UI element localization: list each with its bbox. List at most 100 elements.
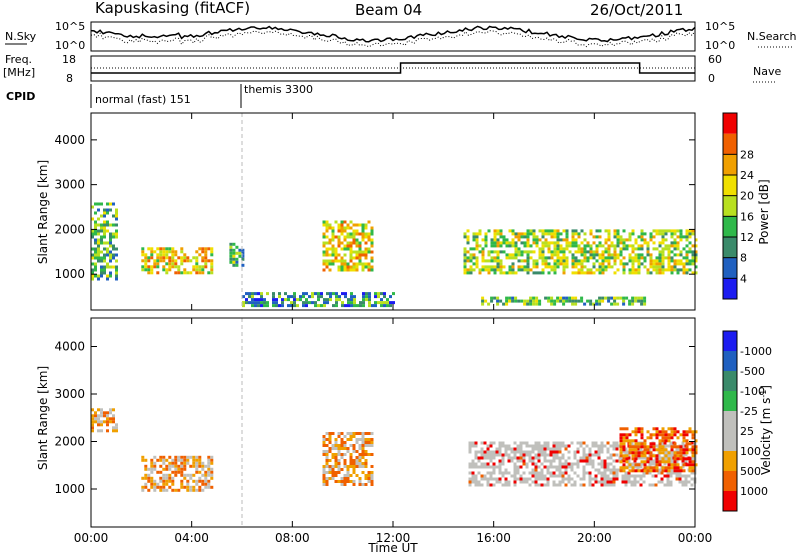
echo-cell xyxy=(598,256,602,260)
echo-cell xyxy=(109,256,112,260)
echo-cell xyxy=(331,238,335,242)
echo-cell xyxy=(331,453,335,456)
echo-cell xyxy=(337,459,341,462)
echo-cell xyxy=(311,295,314,299)
echo-cell xyxy=(694,259,698,263)
echo-cell xyxy=(346,268,350,272)
echo-cell xyxy=(546,483,550,487)
echo-cell xyxy=(559,262,563,266)
echo-cell xyxy=(183,256,187,260)
echo-cell xyxy=(156,485,160,489)
echo-cell xyxy=(171,464,175,468)
echo-cell xyxy=(534,444,538,448)
echo-cell xyxy=(471,477,475,481)
echo-cell xyxy=(658,232,662,236)
echo-cell xyxy=(475,235,479,239)
echo-cell xyxy=(112,232,115,236)
echo-cell xyxy=(589,247,593,251)
echo-cell xyxy=(639,456,643,460)
echo-cell xyxy=(546,477,550,481)
echo-cell xyxy=(634,299,638,303)
echo-cell xyxy=(612,474,616,478)
echo-cell xyxy=(648,462,652,466)
echo-cell xyxy=(325,471,329,474)
echo-cell xyxy=(352,265,356,269)
echo-cell xyxy=(634,430,638,434)
echo-cell xyxy=(652,235,656,239)
echo-cell xyxy=(374,304,377,308)
echo-cell xyxy=(195,265,199,269)
echo-cell xyxy=(565,259,569,263)
echo-cell xyxy=(332,304,335,308)
echo-cell xyxy=(144,473,148,477)
echo-cell xyxy=(186,259,190,263)
echo-cell xyxy=(232,248,236,252)
echo-cell xyxy=(162,256,166,260)
echo-cell xyxy=(489,465,493,469)
echo-cell xyxy=(564,468,568,472)
echo-cell xyxy=(355,268,359,272)
echo-cell xyxy=(553,268,557,272)
echo-cell xyxy=(627,456,631,460)
echo-cell xyxy=(622,268,626,272)
echo-cell xyxy=(520,265,524,269)
echo-cell xyxy=(350,298,353,302)
echo-cell xyxy=(115,217,118,221)
echo-cell xyxy=(232,242,236,246)
echo-cell xyxy=(94,268,97,272)
echo-cell xyxy=(383,295,386,299)
echo-cell xyxy=(386,298,389,302)
echo-cell xyxy=(583,247,587,251)
echo-cell xyxy=(663,483,667,487)
echo-cell xyxy=(622,241,626,245)
echo-cell xyxy=(526,302,530,306)
echo-cell xyxy=(678,477,682,481)
echo-cell xyxy=(601,299,605,303)
echo-cell xyxy=(691,448,695,452)
echo-cell xyxy=(525,441,529,445)
echo-cell xyxy=(669,483,673,487)
echo-cell xyxy=(334,259,338,263)
echo-cell xyxy=(667,439,671,443)
echo-cell xyxy=(207,479,211,483)
echo-cell xyxy=(570,468,574,472)
echo-cell xyxy=(340,220,344,224)
echo-cell xyxy=(171,250,175,254)
echo-cell xyxy=(612,480,616,484)
echo-cell xyxy=(334,462,338,465)
echo-cell xyxy=(490,296,494,300)
echo-cell xyxy=(628,232,632,236)
echo-cell xyxy=(673,457,677,461)
echo-cell xyxy=(682,430,686,434)
echo-cell xyxy=(646,451,650,455)
echo-cell xyxy=(106,262,109,266)
echo-cell xyxy=(165,262,169,266)
echo-cell xyxy=(180,485,184,489)
echo-cell xyxy=(91,277,94,281)
echo-cell xyxy=(489,453,493,457)
echo-cell xyxy=(210,247,214,251)
echo-cell xyxy=(501,471,505,475)
echo-cell xyxy=(346,450,350,453)
echo-cell xyxy=(528,453,532,457)
echo-cell xyxy=(505,253,509,257)
echo-cell xyxy=(574,241,578,245)
echo-cell xyxy=(340,447,344,450)
echo-cell xyxy=(682,451,686,455)
echo-cell xyxy=(189,488,193,492)
echo-cell xyxy=(649,259,653,263)
echo-cell xyxy=(652,247,656,251)
echo-cell xyxy=(481,253,485,257)
echo-cell xyxy=(331,226,335,230)
echo-cell xyxy=(660,477,664,481)
echo-cell xyxy=(487,302,491,306)
echo-cell xyxy=(577,271,581,275)
echo-cell xyxy=(526,253,530,257)
echo-cell xyxy=(183,461,187,465)
echo-cell xyxy=(355,256,359,260)
echo-cell xyxy=(526,238,530,242)
echo-cell xyxy=(639,447,643,451)
echo-cell xyxy=(486,480,490,484)
echo-cell xyxy=(364,232,368,236)
echo-cell xyxy=(682,247,686,251)
